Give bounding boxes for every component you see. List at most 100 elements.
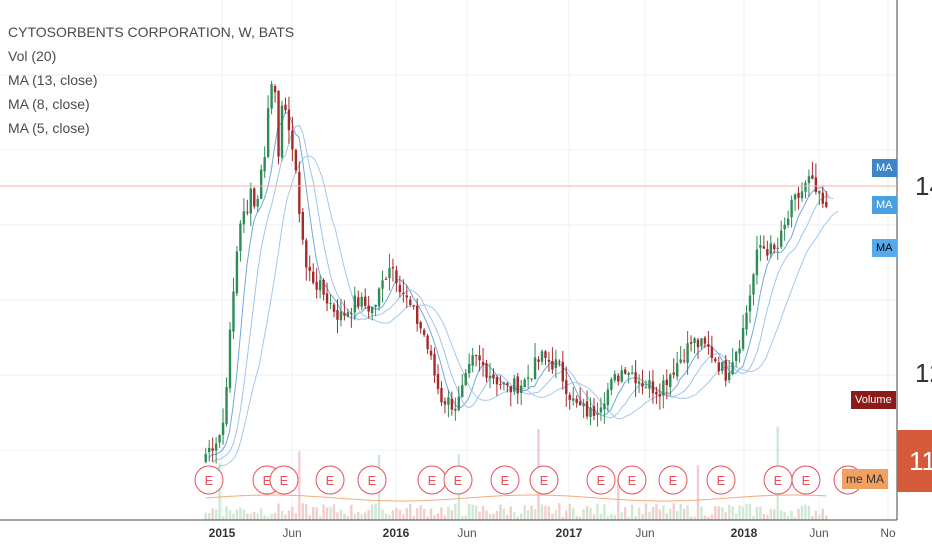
volume-bar (734, 513, 738, 520)
candle-body (769, 243, 772, 255)
legend-item-ma13[interactable]: MA (13, close) (8, 72, 98, 88)
earnings-circle (269, 465, 299, 495)
candle-body (561, 361, 564, 382)
volume-bar (232, 513, 235, 520)
candle-body (447, 397, 450, 405)
volume-bar (516, 516, 519, 520)
earnings-circle (490, 465, 520, 495)
volume-bar (294, 513, 298, 520)
volume-bar (769, 508, 772, 520)
volume-bar (405, 507, 408, 520)
candle-body (502, 382, 506, 385)
volume-bar (221, 516, 225, 520)
candle-body (239, 223, 242, 251)
candle-body (360, 296, 363, 307)
earnings-label: E (628, 473, 637, 488)
candle-body (325, 293, 329, 304)
volume-bar (693, 516, 696, 520)
candle-body (381, 280, 384, 289)
ma-tag-1[interactable]: MA (872, 159, 897, 177)
earnings-label: E (263, 473, 272, 488)
ma-tag-2[interactable]: MA (872, 196, 897, 214)
candle-body (235, 251, 239, 294)
earnings-label: E (326, 473, 335, 488)
candle-body (218, 434, 221, 443)
candle-body (391, 267, 395, 269)
candle-body (277, 90, 280, 157)
volume-bar (603, 504, 606, 520)
earnings-marker-7: E (490, 465, 520, 495)
candle-body (208, 447, 211, 453)
volume-bar (572, 507, 575, 520)
candle-body (786, 218, 790, 226)
candle-body (419, 322, 422, 329)
volume-bar (370, 504, 374, 520)
earnings-label: E (501, 473, 510, 488)
volume-bar (422, 508, 426, 520)
earnings-circle (617, 465, 647, 495)
legend-item-vol[interactable]: Vol (20) (8, 48, 57, 64)
volume-bar (402, 514, 405, 520)
earnings-circle (357, 465, 387, 495)
candle-body (291, 130, 294, 150)
volume-bar (426, 516, 429, 520)
candle-body (748, 295, 752, 312)
candle-body (298, 171, 301, 214)
candle-body (364, 296, 367, 306)
price-tick-12: 12 (915, 358, 932, 388)
candle-body (509, 386, 512, 393)
volume-bar (610, 513, 613, 520)
volume-bar (298, 451, 301, 520)
earnings-label: E (802, 473, 811, 488)
candle-body (409, 299, 412, 305)
candle-body (651, 381, 655, 394)
candle-body (305, 240, 308, 268)
volume-bar (339, 509, 343, 520)
candle-body (624, 369, 627, 374)
candle-body (398, 284, 402, 293)
volume-bar (731, 506, 734, 520)
candle-body (402, 292, 405, 294)
candle-body (721, 361, 724, 371)
legend-item-ma5[interactable]: MA (5, close) (8, 120, 90, 136)
candle-body (388, 268, 391, 279)
volume-bar (523, 504, 526, 520)
candle-body (800, 191, 804, 199)
volume-bar (329, 506, 332, 520)
candle-body (353, 295, 356, 313)
volume-bar (790, 511, 793, 520)
candle-body (807, 176, 811, 184)
volume-bar (818, 514, 821, 520)
volume-bar (273, 513, 277, 520)
ma-tag-3[interactable]: MA (872, 239, 897, 257)
volume-bar (551, 513, 554, 520)
volume-bar (686, 505, 689, 520)
volume-bar (485, 510, 488, 520)
candle-body (814, 177, 818, 193)
candle-body (506, 383, 509, 386)
candle-body (263, 157, 266, 172)
candle-body (603, 403, 606, 410)
volume-bar (658, 509, 662, 520)
volume-bar (783, 511, 786, 520)
candle-body (478, 355, 481, 361)
volume-tag[interactable]: Volume (851, 391, 896, 409)
volume-bar (277, 503, 280, 520)
legend-item-ma8[interactable]: MA (8, close) (8, 96, 90, 112)
candle-body (481, 361, 485, 366)
volume-bar (315, 507, 318, 520)
volume-bar (689, 516, 693, 520)
volume-bar (246, 513, 249, 520)
volume-bar (367, 509, 370, 520)
volume-bar (648, 511, 651, 520)
candle-body (377, 288, 381, 307)
volume-ma-tag[interactable]: me MA (842, 469, 889, 489)
volume-bar (284, 514, 287, 520)
candle-body (284, 104, 287, 111)
candle-body (544, 351, 547, 358)
volume-bar (384, 513, 388, 520)
volume-bar (759, 506, 762, 520)
candle-body (433, 354, 436, 376)
volume-bar (204, 512, 207, 520)
